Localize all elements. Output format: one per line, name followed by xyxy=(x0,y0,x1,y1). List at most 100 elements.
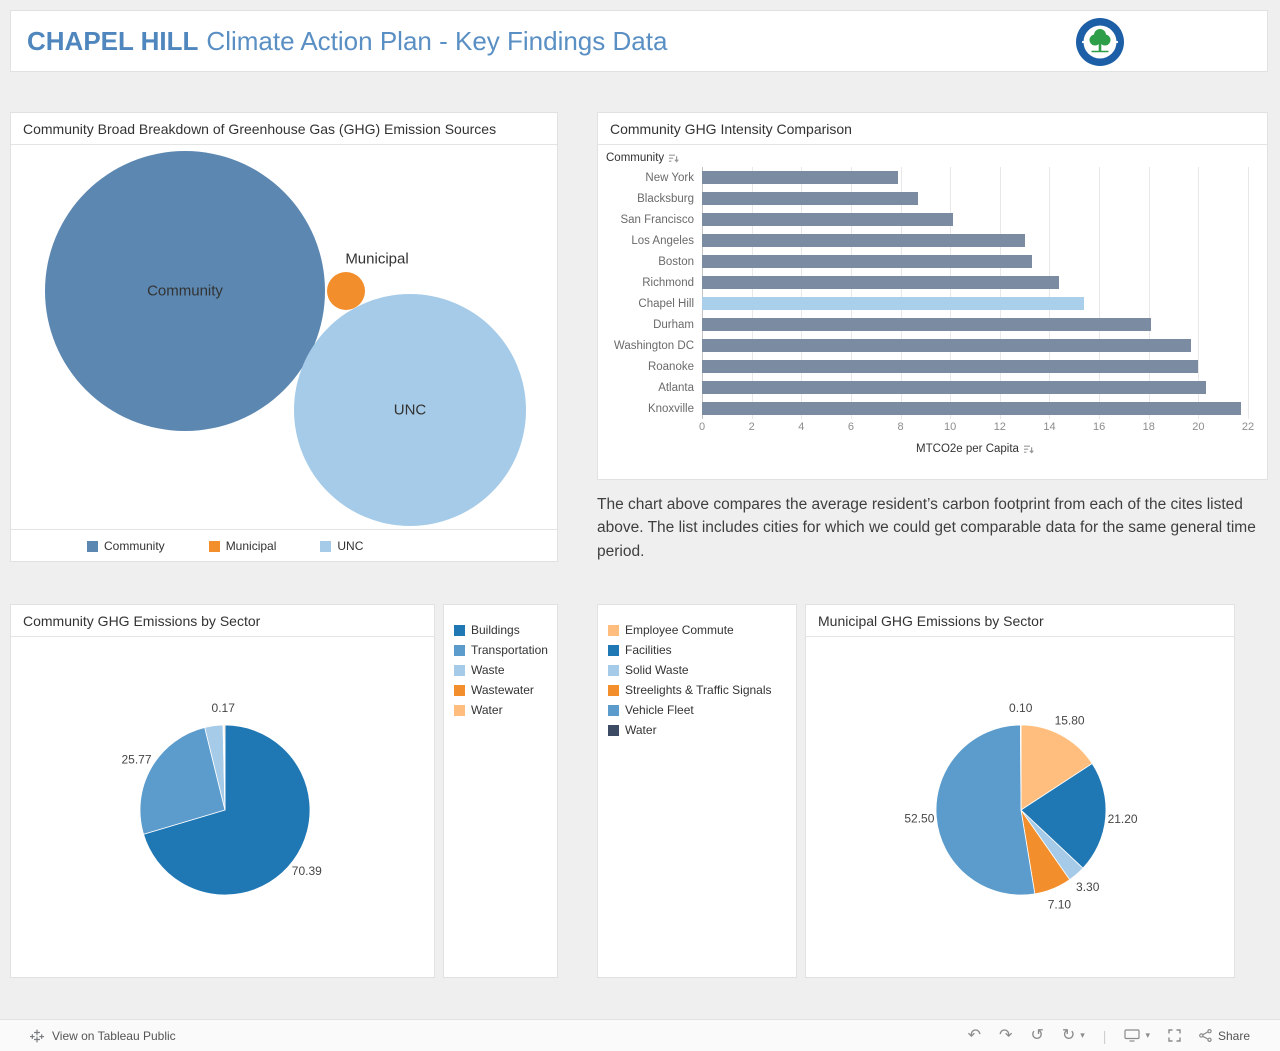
x-tick-label: 8 xyxy=(897,421,904,433)
pie-slice-water[interactable] xyxy=(1020,724,1022,811)
bar-knoxville[interactable] xyxy=(702,402,1241,415)
legend-item-wastewater[interactable]: Wastewater xyxy=(454,683,557,697)
pie-slice-buildings[interactable] xyxy=(143,724,311,896)
legend-item-buildings[interactable]: Buildings xyxy=(454,623,557,637)
bar-atlanta[interactable] xyxy=(702,381,1206,394)
pie-value-label: 70.39 xyxy=(292,864,322,878)
bar-category-label[interactable]: San Francisco xyxy=(620,213,694,226)
legend-item-waste[interactable]: Waste xyxy=(454,663,557,677)
bar-track xyxy=(702,335,1248,356)
bar-boston[interactable] xyxy=(702,255,1033,268)
legend-swatch xyxy=(608,644,619,656)
share-button[interactable]: Share xyxy=(1199,1029,1250,1043)
legend-label: Water xyxy=(471,703,503,717)
community-pie-legend-panel: Buildings Transportation Waste Wastewater Wa… xyxy=(443,604,558,978)
sort-icon[interactable] xyxy=(1023,444,1034,455)
bar-category-label[interactable]: Richmond xyxy=(642,276,694,289)
bubble-label-community: Community xyxy=(147,282,223,300)
bar-track xyxy=(702,398,1248,419)
bar-category-label[interactable]: Blacksburg xyxy=(637,192,694,205)
page-title-bold: CHAPEL HILL xyxy=(27,25,199,56)
bar-row-richmond: Richmond xyxy=(598,272,1267,293)
legend-item-vehicle-fleet[interactable]: Vehicle Fleet xyxy=(608,703,796,717)
legend-item-streelights-traffic-signals[interactable]: Streelights & Traffic Signals xyxy=(608,683,796,697)
device-caret-icon[interactable]: ▾ xyxy=(1145,1030,1150,1040)
bar-category-label[interactable]: Los Angeles xyxy=(631,234,694,247)
legend-swatch xyxy=(608,664,619,676)
bar-washington-dc[interactable] xyxy=(702,339,1191,352)
legend-item-community[interactable]: Community xyxy=(87,539,165,553)
bar-chapel-hill[interactable] xyxy=(702,297,1085,310)
bar-category-label[interactable]: Roanoke xyxy=(647,360,694,373)
bar-category-label[interactable]: Atlanta xyxy=(658,381,694,394)
x-tick-label: 14 xyxy=(1043,421,1056,433)
redo-icon[interactable]: ↷ xyxy=(999,1026,1013,1044)
bar-blacksburg[interactable] xyxy=(702,192,918,205)
bubble-unc[interactable] xyxy=(294,294,526,526)
pause-caret-icon[interactable]: ▾ xyxy=(1080,1030,1085,1040)
page-title: CHAPEL HILL Climate Action Plan - Key Fin… xyxy=(27,26,667,57)
legend-label: Facilities xyxy=(625,643,672,657)
bar-category-label[interactable]: Boston xyxy=(658,255,694,268)
pie-slice-vehicle-fleet[interactable] xyxy=(935,724,1036,896)
pie-slice-water[interactable] xyxy=(223,724,226,811)
bar-los-angeles[interactable] xyxy=(702,234,1025,247)
bar-category-label[interactable]: Knoxville xyxy=(647,402,694,415)
legend-item-solid-waste[interactable]: Solid Waste xyxy=(608,663,796,677)
pie-slice-transportation[interactable] xyxy=(139,726,226,835)
bar-track xyxy=(702,377,1248,398)
bar-category-label[interactable]: New York xyxy=(645,171,694,184)
pie-value-label: 52.50 xyxy=(904,812,934,826)
bar-san-francisco[interactable] xyxy=(702,213,953,226)
view-on-tableau-label: View on Tableau Public xyxy=(52,1028,176,1043)
bar-row-roanoke: Roanoke xyxy=(598,356,1267,377)
revert-icon[interactable]: ↺ xyxy=(1030,1026,1044,1044)
legend-item-facilities[interactable]: Facilities xyxy=(608,643,796,657)
legend-item-water[interactable]: Water xyxy=(608,723,796,737)
legend-swatch xyxy=(608,704,619,716)
legend-label: Municipal xyxy=(225,539,277,553)
sort-icon[interactable] xyxy=(668,153,679,164)
legend-item-municipal[interactable]: Municipal xyxy=(208,539,277,553)
page-title-rest: Climate Action Plan - Key Findings Data xyxy=(206,25,668,56)
bar-richmond[interactable] xyxy=(702,276,1060,289)
fullscreen-icon[interactable] xyxy=(1168,1029,1181,1042)
x-tick-label: 6 xyxy=(847,421,854,433)
toolbar-divider: | xyxy=(1102,1027,1107,1044)
bar-category-label[interactable]: Durham xyxy=(653,318,694,331)
community-pie-panel: Community GHG Emissions by Sector 70.39 2… xyxy=(10,604,435,978)
bar-durham[interactable] xyxy=(702,318,1152,331)
bubble-community[interactable] xyxy=(45,151,325,431)
bubble-municipal[interactable] xyxy=(327,272,365,310)
bar-roanoke[interactable] xyxy=(702,360,1199,373)
pie-slice-facilities[interactable] xyxy=(1020,763,1107,869)
legend-item-transportation[interactable]: Transportation xyxy=(454,643,557,657)
municipal-pie-legend-panel: Employee Commute Facilities Solid Waste Str… xyxy=(597,604,797,978)
x-tick-label: 18 xyxy=(1142,421,1155,433)
legend-item-unc[interactable]: UNC xyxy=(320,539,363,553)
community-pie-title: Community GHG Emissions by Sector xyxy=(11,605,434,637)
dashboard-header: CHAPEL HILL Climate Action Plan - Key Fin… xyxy=(10,10,1268,72)
bar-category-label[interactable]: Washington DC xyxy=(613,339,694,352)
gridline xyxy=(999,167,1001,419)
legend-item-water[interactable]: Water xyxy=(454,703,557,717)
view-on-tableau-link[interactable]: View on Tableau Public xyxy=(30,1029,176,1043)
refresh-icon[interactable]: ↻ xyxy=(1061,1026,1076,1044)
bar-track xyxy=(702,272,1248,293)
pie-slice-employee-commute[interactable] xyxy=(1020,724,1093,811)
legend-item-employee-commute[interactable]: Employee Commute xyxy=(608,623,796,637)
bar-category-label[interactable]: Chapel Hill xyxy=(638,297,694,310)
bubble-label-municipal: Municipal xyxy=(345,250,409,268)
x-tick-label: 4 xyxy=(798,421,805,433)
x-tick-label: 22 xyxy=(1241,421,1255,433)
legend-label: UNC xyxy=(337,539,364,553)
x-tick-label: 2 xyxy=(748,421,755,433)
tableau-toolbar: View on Tableau Public ↶ ↷ ↺ ↻ ▾ | ▾ Sha… xyxy=(0,1019,1280,1051)
town-seal-logo xyxy=(1075,17,1125,67)
bar-new-york[interactable] xyxy=(702,171,899,184)
gridline xyxy=(1198,167,1200,419)
x-axis-label-text: MTCO2e per Capita xyxy=(916,443,1019,455)
undo-icon[interactable]: ↶ xyxy=(967,1026,982,1044)
device-preview-icon[interactable] xyxy=(1124,1029,1141,1042)
bar-track xyxy=(702,293,1248,314)
